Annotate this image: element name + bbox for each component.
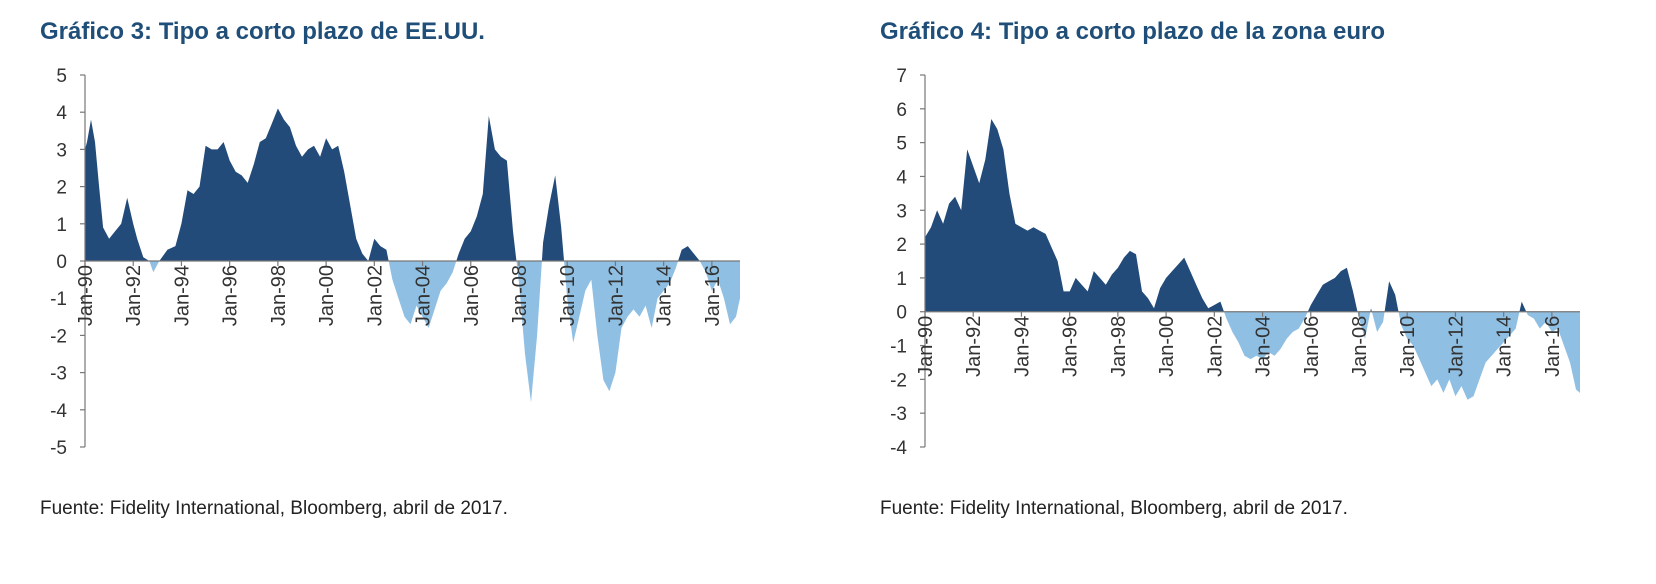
y-tick-label: -1 [50,289,67,310]
chart-eurozone-short-rate: 7 6 5 4 3 2 1 0 -1 -2 -3 -4 Jan-90 Jan-92 Jan-94 Jan-96… [890,66,1580,459]
x-tick-label: Jan-94 [1011,316,1033,377]
y-tick-label: 6 [896,100,907,121]
source-note: Fuente: Fidelity International, Bloomber… [40,498,508,519]
y-tick-label: 1 [896,269,907,290]
x-tick-label: Jan-10 [1397,316,1419,377]
x-tick-label: Jan-06 [1301,316,1323,377]
y-tick-label: 0 [56,252,67,273]
y-tick-label: 4 [896,167,907,188]
y-tick-label: -1 [890,337,907,358]
negative-area [1223,311,1580,400]
x-tick-label: Jan-02 [1204,316,1226,377]
x-tick-label: Jan-96 [1060,316,1082,377]
x-tick-label: Jan-92 [123,265,145,326]
y-tick-label: 2 [896,235,907,256]
x-tick-label: Jan-12 [605,265,627,326]
x-tick-label: Jan-14 [654,265,676,326]
x-tick-label: Jan-90 [75,265,97,326]
y-tick-label: 0 [896,303,907,324]
x-tick-label: Jan-04 [1253,316,1275,377]
x-tick-label: Jan-96 [220,265,242,326]
y-tick-label: 2 [56,178,67,199]
y-tick-label: 5 [56,66,67,87]
x-tick-label: Jan-02 [364,265,386,326]
y-tick-label: -2 [890,370,907,391]
chart-panel-eurozone: Gráfico 4: Tipo a corto plazo de la zona… [880,0,1640,560]
y-tick-label: -3 [50,364,67,385]
y-tick-label: -3 [890,404,907,425]
x-tick-label: Jan-98 [268,265,290,326]
chart-us-short-rate: 5 4 3 2 1 0 -1 -2 -3 -4 -5 Jan-90 Jan-92 Jan-94 Jan-96… [50,66,740,459]
y-tick-label: 3 [56,140,67,161]
source-note: Fuente: Fidelity International, Bloomber… [880,498,1348,519]
positive-area [925,119,1580,312]
x-tick-label: Jan-12 [1445,316,1467,377]
x-tick-label: Jan-94 [171,265,193,326]
y-tick-label: -5 [50,438,67,459]
chart-title: Gráfico 4: Tipo a corto plazo de la zona… [880,18,1385,45]
negative-area [85,261,740,403]
y-tick-label: -2 [50,326,67,347]
x-tick-label: Jan-16 [702,265,724,326]
y-tick-label: 3 [896,201,907,222]
x-tick-label: Jan-06 [461,265,483,326]
x-tick-label: Jan-08 [1349,316,1371,377]
positive-area [85,108,740,261]
x-tick-label: Jan-04 [413,265,435,326]
x-tick-label: Jan-92 [963,316,985,377]
y-tick-label: 5 [896,134,907,155]
x-tick-label: Jan-00 [316,265,338,326]
x-tick-label: Jan-16 [1542,316,1564,377]
x-tick-label: Jan-00 [1156,316,1178,377]
y-tick-label: -4 [890,438,907,459]
y-tick-label: -4 [50,401,67,422]
x-tick-label: Jan-10 [557,265,579,326]
y-tick-label: 7 [896,66,907,87]
x-tick-label: Jan-90 [915,316,937,377]
chart-title: Gráfico 3: Tipo a corto plazo de EE.UU. [40,18,485,45]
x-tick-label: Jan-98 [1108,316,1130,377]
x-tick-label: Jan-08 [509,265,531,326]
chart-panel-us: Gráfico 3: Tipo a corto plazo de EE.UU. … [40,0,800,560]
y-tick-label: 1 [56,215,67,236]
y-tick-label: 4 [56,103,67,124]
x-tick-label: Jan-14 [1494,316,1516,377]
